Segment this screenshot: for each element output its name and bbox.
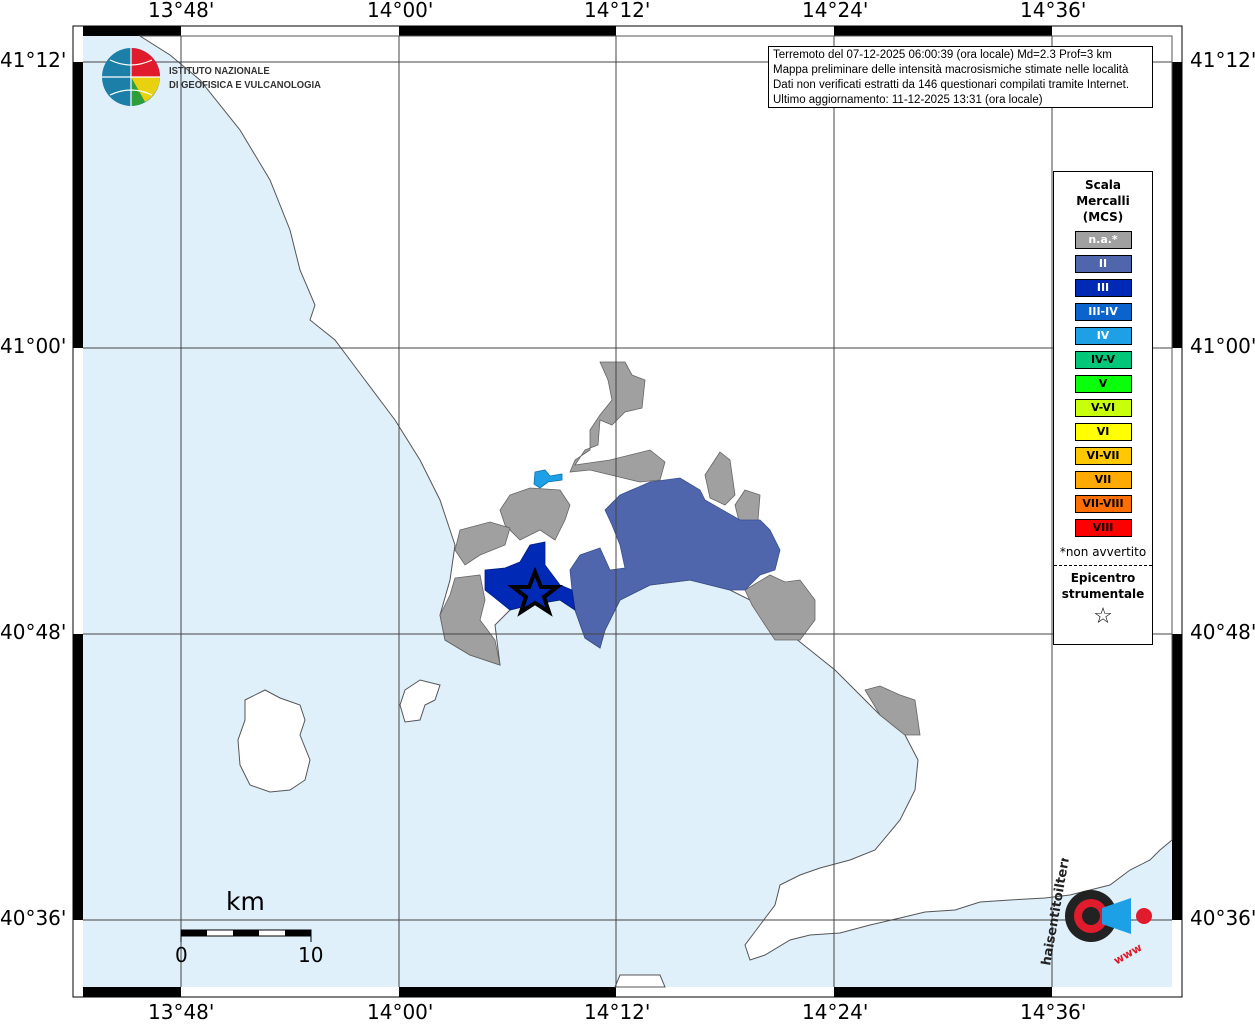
legend-swatch: VII bbox=[1074, 471, 1132, 489]
legend-swatch: III-IV bbox=[1074, 303, 1132, 321]
area-III bbox=[484, 541, 576, 611]
area-na bbox=[569, 361, 666, 483]
lon-label: 14°12' bbox=[584, 1000, 651, 1024]
logo-line1: ISTITUTO NAZIONALE bbox=[169, 65, 270, 77]
lat-label: 41°00' bbox=[1190, 334, 1255, 358]
frame-ticks bbox=[73, 26, 1182, 997]
legend-swatch: VI-VII bbox=[1074, 447, 1132, 465]
ischia-island bbox=[237, 689, 311, 793]
badge-sub: www bbox=[1111, 941, 1144, 968]
legend-swatch: V-VI bbox=[1074, 399, 1132, 417]
legend-swatch: III bbox=[1074, 279, 1132, 297]
area-na bbox=[499, 487, 571, 541]
legend-swatch: VI bbox=[1074, 423, 1132, 441]
lat-label: 40°48' bbox=[1190, 620, 1255, 644]
lon-label: 14°00' bbox=[367, 1000, 434, 1024]
mcs-legend: Scala Mercalli (MCS) n.a.* II III III-IV IV I… bbox=[1053, 171, 1153, 645]
lon-label: 14°24' bbox=[802, 1000, 869, 1024]
logo-line2: DI GEOFISICA E VULCANOLOGIA bbox=[169, 79, 321, 91]
lat-label: 41°12' bbox=[1190, 48, 1255, 72]
haisentito-logo-icon: haisentitoilterremoto.it www bbox=[1039, 794, 1152, 968]
lon-label: 14°24' bbox=[802, 0, 869, 22]
lat-label: 41°12' bbox=[0, 48, 67, 72]
event-info-box: Terremoto del 07-12-2025 06:00:39 (ora l… bbox=[768, 46, 1153, 108]
legend-title-line: (MCS) bbox=[1082, 210, 1124, 224]
procida-island bbox=[399, 679, 441, 723]
lon-label: 14°36' bbox=[1020, 1000, 1087, 1024]
lat-label: 40°36' bbox=[1190, 906, 1255, 930]
lon-label: 13°48' bbox=[148, 0, 215, 22]
event-info-line: Dati non verificati estratti da 146 ques… bbox=[773, 79, 1130, 91]
lon-label: 14°00' bbox=[367, 0, 434, 22]
legend-title: Scala Mercalli (MCS) bbox=[1054, 177, 1152, 225]
epicenter-star-icon bbox=[507, 566, 563, 617]
legend-swatch: VII-VIII bbox=[1074, 495, 1132, 513]
legend-title-line: Mercalli bbox=[1076, 194, 1130, 208]
legend-title-line: Scala bbox=[1084, 178, 1122, 192]
lon-label: 14°36' bbox=[1020, 0, 1087, 22]
haisentito-badge: haisentitoilterremoto.it www bbox=[1036, 794, 1161, 973]
legend-swatch: IV bbox=[1074, 327, 1132, 345]
legend-swatches: n.a.* II III III-IV IV IV-V V V-VI VI VI-VII VII VI… bbox=[1054, 231, 1152, 537]
lat-label: 40°48' bbox=[0, 620, 67, 644]
legend-swatch: n.a.* bbox=[1074, 231, 1132, 249]
scale-max: 10 bbox=[298, 943, 324, 967]
ingv-logo-icon bbox=[102, 48, 160, 106]
epicenter-label-line: strumentale bbox=[1061, 587, 1145, 601]
scale-bar bbox=[180, 929, 312, 942]
event-info-line: Mappa preliminare delle intensità macros… bbox=[773, 64, 1129, 76]
ingv-logo-text: ISTITUTO NAZIONALE DI GEOFISICA E VULCAN… bbox=[169, 64, 321, 92]
legend-swatch: IV-V bbox=[1074, 351, 1132, 369]
area-II bbox=[569, 477, 781, 649]
area-na bbox=[454, 521, 511, 566]
lon-label: 14°12' bbox=[584, 0, 651, 22]
area-na bbox=[744, 574, 816, 641]
lon-label: 13°48' bbox=[148, 1000, 215, 1024]
scale-min: 0 bbox=[175, 943, 188, 967]
legend-swatch: II bbox=[1074, 255, 1132, 273]
epicenter-legend-star-icon: ☆ bbox=[1093, 604, 1113, 629]
area-na bbox=[439, 574, 501, 666]
legend-swatch: V bbox=[1074, 375, 1132, 393]
graticule bbox=[83, 36, 1172, 987]
intensity-areas bbox=[439, 361, 921, 736]
event-info-line: Ultimo aggiornamento: 11-12-2025 13:31 (… bbox=[773, 94, 1043, 106]
area-IV bbox=[533, 469, 563, 489]
legend-note: *non avvertito bbox=[1059, 545, 1147, 559]
event-info-line: Terremoto del 07-12-2025 06:00:39 (ora l… bbox=[773, 49, 1112, 61]
scale-unit: km bbox=[226, 887, 265, 916]
epicenter-label: Epicentro strumentale bbox=[1054, 570, 1152, 602]
epicenter-label-line: Epicentro bbox=[1070, 571, 1136, 585]
area-na bbox=[864, 685, 921, 736]
lat-label: 40°36' bbox=[0, 906, 67, 930]
lat-label: 41°00' bbox=[0, 334, 67, 358]
legend-divider bbox=[1054, 565, 1152, 566]
legend-swatch: VIII bbox=[1074, 519, 1132, 537]
southern-land bbox=[614, 974, 666, 988]
